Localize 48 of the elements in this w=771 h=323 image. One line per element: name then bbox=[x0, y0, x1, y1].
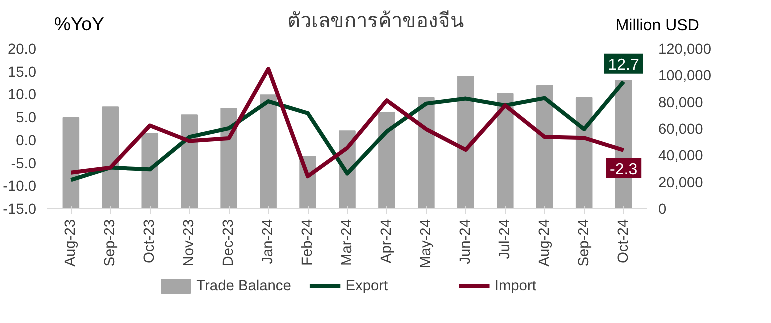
bar bbox=[181, 114, 198, 208]
y2-tick-label: 0 bbox=[658, 202, 667, 218]
x-tick-label: Apr-24 bbox=[378, 219, 395, 264]
bar bbox=[102, 106, 120, 208]
x-tick-label: May-24 bbox=[418, 219, 434, 268]
x-tick-label: Jun-24 bbox=[458, 219, 474, 264]
legend-label: Trade Balance bbox=[196, 278, 292, 294]
y-tick-label: 10.0 bbox=[8, 88, 37, 104]
y2-tick-label: 100,000 bbox=[658, 68, 712, 85]
bar bbox=[536, 85, 554, 208]
legend-label: Export bbox=[346, 278, 388, 294]
y2-tick-label: 20,000 bbox=[658, 175, 704, 192]
y-tick-label: 15.0 bbox=[8, 64, 37, 81]
x-tick-label: Jan-24 bbox=[260, 219, 277, 264]
y2-tick-label: 60,000 bbox=[658, 122, 704, 138]
data-label: 12.7 bbox=[608, 56, 640, 74]
y-tick-label: 20.0 bbox=[8, 42, 37, 58]
x-tick-label: Mar-24 bbox=[340, 219, 356, 266]
y-tick-label: 5.0 bbox=[16, 110, 36, 127]
x-tick-label: Sep-24 bbox=[576, 219, 592, 267]
x-tick-label: Aug-24 bbox=[536, 219, 553, 267]
x-tick-label: Oct-23 bbox=[142, 220, 158, 264]
data-label: -2.3 bbox=[610, 161, 638, 178]
x-tick-label: Aug-23 bbox=[63, 219, 80, 267]
x-tick-label: Sep-23 bbox=[102, 219, 119, 267]
y2-tick-label: 40,000 bbox=[658, 148, 704, 165]
chart-title: ตัวเลขการค้าของจีน bbox=[288, 10, 464, 32]
y2-tick-label: 80,000 bbox=[658, 95, 704, 112]
bar bbox=[458, 76, 474, 208]
bar bbox=[378, 112, 396, 208]
y-axis-title: %YoY bbox=[54, 14, 106, 34]
y-tick-label: -15.0 bbox=[3, 202, 36, 218]
y-tick-label: -5.0 bbox=[11, 156, 37, 172]
x-tick-label: Jul-24 bbox=[497, 219, 514, 260]
y2-tick-label: 120,000 bbox=[658, 42, 712, 58]
x-tick-label: Oct-24 bbox=[616, 220, 632, 264]
bar bbox=[497, 93, 514, 208]
y-tick-label: -10.0 bbox=[3, 179, 36, 196]
bar bbox=[260, 94, 277, 208]
bar bbox=[418, 97, 435, 208]
y2-axis-title: Million USD bbox=[616, 18, 700, 34]
legend-label: Import bbox=[494, 278, 536, 294]
x-tick-label: Nov-23 bbox=[182, 219, 198, 267]
bar bbox=[142, 133, 159, 208]
y-tick-label: 0.0 bbox=[16, 133, 36, 150]
x-tick-label: Dec-23 bbox=[221, 219, 238, 267]
bar bbox=[62, 117, 80, 208]
x-tick-label: Feb-24 bbox=[300, 219, 316, 266]
